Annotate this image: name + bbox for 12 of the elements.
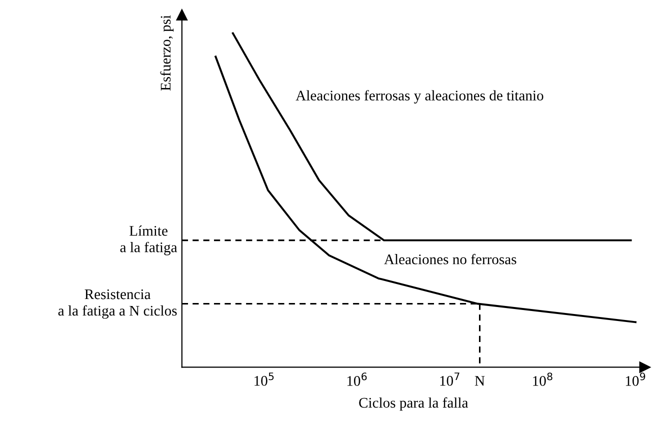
y-axis-title: Esfuerzo, psi xyxy=(160,15,174,91)
x-tick-label: 10$^{6}$ xyxy=(347,372,367,386)
x-axis-title: Ciclos para la falla xyxy=(359,397,468,411)
x-tick-label: 10$^{5}$ xyxy=(254,372,274,386)
x-tick-label: N xyxy=(474,376,485,386)
text: Límite a la fatiga xyxy=(120,226,178,256)
x-tick-label: 10$^{7}$ xyxy=(440,372,460,386)
x-tick-label: 10$^{8}$ xyxy=(533,372,552,386)
text: Resistencia a la fatiga a N ciclos xyxy=(58,289,177,319)
x-tick-label: 10$^{9}$ xyxy=(626,372,646,386)
series-label: Aleaciones no ferrosas xyxy=(384,254,516,264)
series-label: Aleaciones ferrosas y aleaciones de titanio xyxy=(296,90,544,104)
